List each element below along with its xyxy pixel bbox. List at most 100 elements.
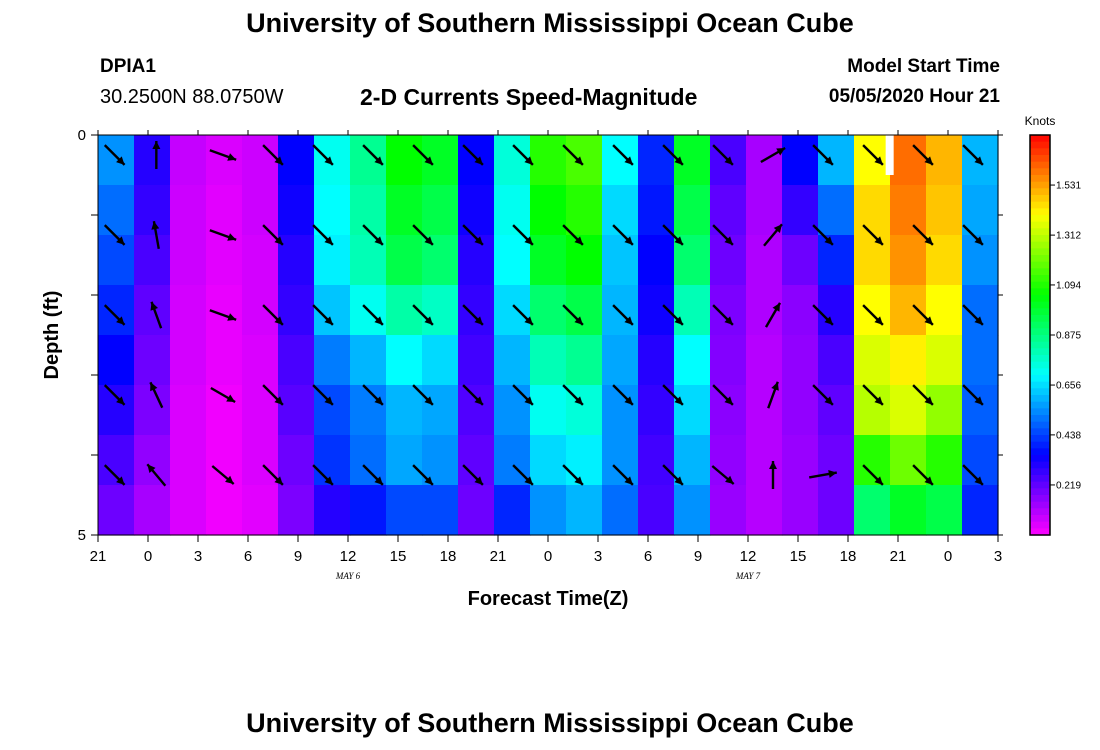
arrow-head [424, 236, 433, 245]
current-arrow [362, 304, 384, 326]
heatmap-cell [854, 135, 891, 186]
current-arrow [312, 464, 334, 486]
current-arrow [712, 384, 734, 406]
station-coords: 30.2500N 88.0750W [100, 86, 284, 108]
heatmap-cell [818, 335, 855, 386]
heatmap-cell [278, 435, 315, 486]
heatmap-cell [530, 135, 567, 186]
x-tick-label: 3 [194, 548, 202, 565]
arrow-head [674, 316, 683, 325]
heatmap-cell [926, 285, 963, 336]
heatmap-cell [674, 285, 711, 336]
colorbar-segment [1030, 148, 1050, 156]
arrow-head [374, 316, 383, 325]
heatmap-cell [314, 235, 351, 286]
heatmap-cell [890, 235, 927, 286]
colorbar-segment [1030, 435, 1050, 443]
heatmap-cell [890, 435, 927, 486]
current-arrow [462, 464, 484, 486]
heatmap-cell [530, 435, 567, 486]
current-arrow [812, 384, 834, 406]
current-arrows [103, 141, 984, 489]
heatmap-cell [170, 435, 207, 486]
arrow-head [574, 396, 583, 405]
colorbar-segment [1030, 455, 1050, 463]
x-tick-label: 0 [944, 548, 952, 565]
current-arrow [149, 381, 164, 409]
heatmap-cell [890, 335, 927, 386]
current-arrow [262, 384, 284, 406]
heatmap-cell [890, 135, 927, 186]
date-label: MAY 7 [735, 571, 761, 581]
heatmap-cell [422, 285, 459, 336]
y-axis: 05 [78, 127, 1003, 544]
heatmap-cell [710, 385, 747, 436]
x-tick-label: 15 [790, 548, 807, 565]
heatmap-cell [638, 185, 675, 236]
arrow-head [974, 236, 983, 245]
current-arrow [412, 384, 434, 406]
current-arrow [262, 144, 284, 166]
colorbar-segment [1030, 288, 1050, 296]
current-arrow [711, 465, 735, 485]
current-arrow [862, 384, 884, 406]
heatmap-cell [926, 435, 963, 486]
heatmap-cell [458, 285, 495, 336]
colorbar-segment [1030, 168, 1050, 176]
heatmap-cell [818, 185, 855, 236]
chart-subtitle: 2-D Currents Speed-Magnitude [360, 84, 698, 110]
colorbar-segment [1030, 495, 1050, 503]
heatmap-cell [818, 285, 855, 336]
heatmap-cell [98, 335, 135, 386]
heatmap-cell [530, 285, 567, 336]
x-tick-label: 15 [390, 548, 407, 565]
arrow-head [324, 476, 333, 485]
arrow-head [474, 476, 483, 485]
heatmap-cell [746, 335, 783, 386]
heatmap-cell [98, 485, 135, 536]
arrow-head [424, 396, 433, 405]
current-arrow [962, 384, 984, 406]
arrow-head [924, 236, 933, 245]
colorbar-segment [1030, 241, 1050, 249]
heatmap-cell [782, 235, 819, 286]
current-arrow [512, 384, 534, 406]
heatmap-cell [638, 135, 675, 186]
current-arrow [209, 149, 237, 161]
current-arrow [209, 229, 237, 241]
heatmap-cell [170, 285, 207, 336]
heatmap-cell [602, 135, 639, 186]
heatmap-cell [890, 185, 927, 236]
arrow-head [874, 316, 883, 325]
colorbar-segment [1030, 321, 1050, 329]
arrow-head [374, 396, 383, 405]
arrow-head [674, 156, 683, 165]
colorbar-segment [1030, 361, 1050, 369]
colorbar-segment [1030, 281, 1050, 289]
current-arrow [412, 224, 434, 246]
current-arrow [151, 221, 160, 249]
heatmap-cell [206, 435, 243, 486]
x-tick-label: 9 [694, 548, 702, 565]
arrow-head [924, 476, 933, 485]
colorbar-segment [1030, 501, 1050, 509]
y-tick-label: 0 [78, 127, 86, 144]
current-arrow [512, 304, 534, 326]
current-arrow [562, 384, 584, 406]
arrow-head [374, 236, 383, 245]
heatmap-cell [638, 435, 675, 486]
heatmap-cell [134, 235, 171, 286]
current-arrow [862, 224, 884, 246]
heatmap-cell [746, 485, 783, 536]
x-tick-label: 12 [740, 548, 757, 565]
colorbar-segment [1030, 368, 1050, 376]
current-arrow [769, 461, 777, 489]
heatmap-cell [422, 235, 459, 286]
heatmap-cell [638, 485, 675, 536]
arrow-head [574, 236, 583, 245]
arrow-head [524, 396, 533, 405]
heatmap-cell [422, 385, 459, 436]
current-arrow [562, 304, 584, 326]
heatmap-cell [314, 185, 351, 236]
arrow-head [424, 316, 433, 325]
